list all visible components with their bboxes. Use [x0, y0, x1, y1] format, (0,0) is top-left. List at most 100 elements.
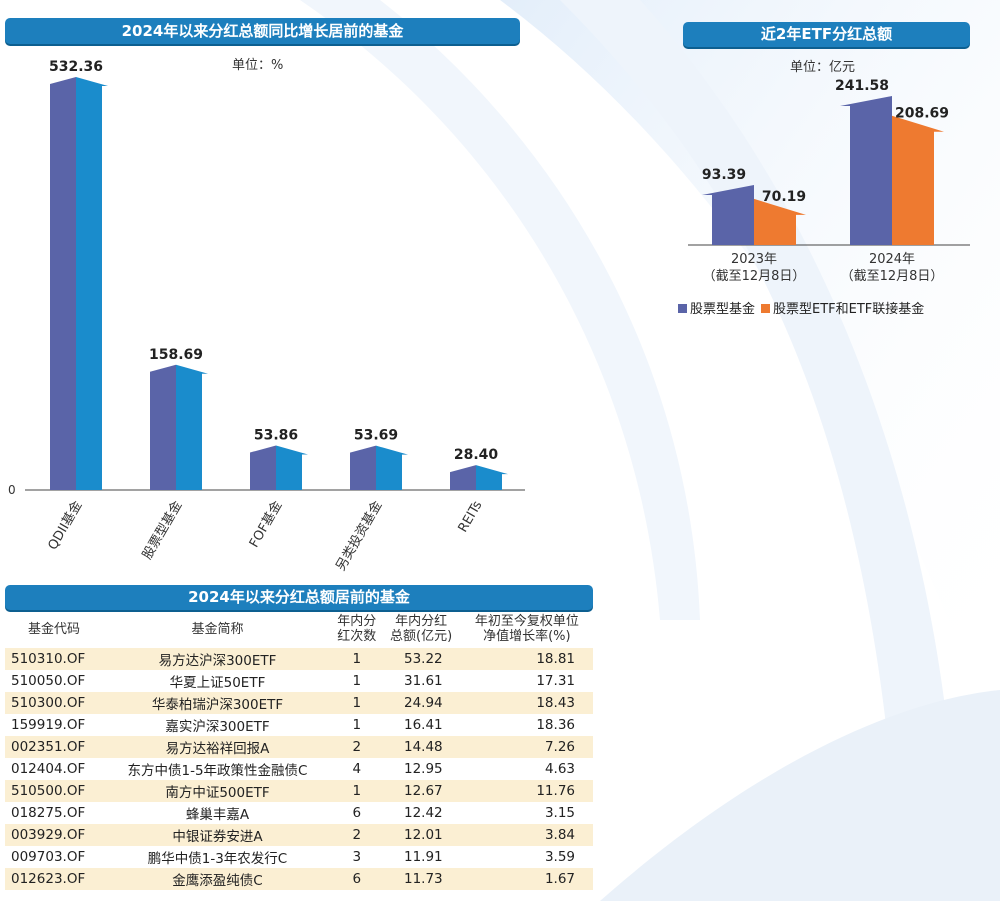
header-line: 基金简称	[191, 621, 244, 637]
left-bar-chart: 0 532.36 QDII基金 158.69 股票型基金 53.86 FOF基金 53.69 另…	[8, 59, 525, 574]
table-header: 基金代码 基金简称 年内分 红次数 年内分红 总额(亿元) 年初至今复权单位 净值增长率(%)	[5, 612, 593, 648]
dividend-count: 1	[331, 648, 382, 670]
dividend-total: 12.42	[404, 805, 443, 821]
fund-name: 中银证券安进A	[103, 824, 332, 846]
header-line: 年内分	[337, 614, 377, 629]
fund-name: 嘉实沪深300ETF	[165, 719, 270, 735]
left-chart-title: 2024年以来分红总额同比增长居前的基金	[5, 18, 520, 44]
fund-name: 蜂巢丰嘉A	[185, 807, 250, 823]
dividend-count: 1	[331, 692, 382, 714]
bar-value-label: 28.40	[454, 447, 499, 463]
bar-right-face	[376, 445, 408, 490]
table-row: 510300.OF 华泰柏瑞沪深300ETF 1 24.94 18.43	[5, 692, 593, 714]
legend-swatch	[761, 304, 771, 313]
legend-label: 股票型ETF和ETF联接基金	[773, 302, 925, 317]
right-chart-title: 近2年ETF分红总额	[683, 22, 970, 47]
dividend-count: 6	[352, 805, 362, 821]
fund-code: 003929.OF	[5, 824, 103, 846]
dividend-count: 2	[331, 824, 382, 846]
category-label: QDII基金	[45, 498, 86, 553]
fund-code: 018275.OF	[11, 805, 86, 821]
header-line: 年内分红	[395, 614, 448, 629]
dividend-count: 6	[331, 868, 382, 890]
fund-name: 金鹰添盈纯债C	[103, 868, 332, 890]
right-bar-chart: 93.39 70.19 2023年 （截至12月8日） 241.58 208.69 2024…	[688, 78, 970, 284]
header-line: 总额(亿元)	[390, 629, 453, 644]
dividend-total: 14.48	[381, 736, 461, 758]
header-line: 红次数	[337, 629, 377, 644]
bar-left-face	[150, 364, 176, 490]
nav-growth: 1.67	[460, 868, 593, 890]
category-label: FOF基金	[246, 498, 285, 550]
category-year: 2023年	[731, 252, 777, 267]
fund-name: 东方中债1-5年政策性金融债C	[127, 763, 308, 779]
column-header: 年内分红 总额(亿元)	[382, 612, 461, 648]
fund-name: 华泰柏瑞沪深300ETF	[103, 692, 332, 714]
fund-code: 510300.OF	[5, 692, 103, 714]
bar-right-face	[276, 445, 308, 490]
bar-value-label: 70.19	[762, 189, 806, 205]
column-header: 年初至今复权单位 净值增长率(%)	[461, 612, 593, 648]
bar-right-face	[76, 77, 108, 490]
nav-growth: 3.59	[544, 849, 575, 865]
dividend-total: 53.22	[381, 648, 461, 670]
dividend-total: 24.94	[381, 692, 461, 714]
table-row: 012404.OF 东方中债1-5年政策性金融债C 4 12.95 4.63	[5, 758, 593, 780]
bar-right-face	[176, 364, 208, 490]
legend-item-etf: 股票型ETF和ETF联接基金	[761, 298, 924, 317]
table-title: 2024年以来分红总额居前的基金	[5, 585, 593, 610]
category-label: 另类投资基金	[333, 498, 386, 574]
column-header: 基金简称	[103, 612, 332, 648]
bar-left-face	[250, 445, 276, 490]
category-note: （截至12月8日）	[841, 269, 944, 284]
fund-name: 南方中证500ETF	[103, 780, 332, 802]
dividend-count: 4	[352, 761, 362, 777]
column-header: 基金代码	[5, 612, 103, 648]
bar-value-label: 53.86	[254, 428, 298, 444]
dividend-count: 1	[352, 717, 362, 733]
dividend-total: 12.67	[381, 780, 461, 802]
category-label: 股票型基金	[139, 498, 185, 562]
dividend-count: 3	[352, 849, 362, 865]
fund-code: 510500.OF	[5, 780, 103, 802]
nav-growth: 18.43	[460, 692, 593, 714]
nav-growth: 18.81	[460, 648, 593, 670]
nav-growth: 4.63	[544, 761, 575, 777]
table-row: 009703.OF 鹏华中债1-3年农发行C 3 11.91 3.59	[5, 846, 593, 868]
header-line: 净值增长率(%)	[483, 629, 571, 644]
dividend-total: 16.41	[404, 717, 443, 733]
bar-value-label: 241.58	[835, 78, 889, 94]
dividend-count: 1	[331, 780, 382, 802]
fund-code: 012623.OF	[5, 868, 103, 890]
header-line: 年初至今复权单位	[474, 614, 579, 629]
nav-growth: 3.84	[460, 824, 593, 846]
bar-left-face	[50, 77, 76, 490]
legend-item-stock: 股票型基金	[678, 298, 755, 317]
legend-label: 股票型基金	[690, 302, 756, 317]
header-line: 基金代码	[27, 621, 80, 637]
right-chart-legend: 股票型基金 股票型ETF和ETF联接基金	[678, 298, 924, 317]
nav-growth: 11.76	[460, 780, 593, 802]
bar-right-face	[476, 465, 508, 490]
legend-swatch	[678, 304, 687, 313]
nav-growth: 3.15	[544, 805, 575, 821]
table-row: 003929.OF 中银证券安进A 2 12.01 3.84	[5, 824, 593, 846]
table-row: 012623.OF 金鹰添盈纯债C 6 11.73 1.67	[5, 868, 593, 890]
fund-name: 易方达沪深300ETF	[103, 648, 332, 670]
nav-growth: 18.36	[536, 717, 575, 733]
bar-left-face	[450, 465, 476, 490]
dividend-total: 31.61	[404, 673, 443, 689]
fund-name: 易方达裕祥回报A	[103, 736, 332, 758]
bar-value-label: 93.39	[702, 167, 746, 183]
fund-name: 华夏上证50ETF	[169, 675, 266, 691]
fund-code: 002351.OF	[5, 736, 103, 758]
category-note: （截至12月8日）	[703, 269, 806, 284]
bar-value-label: 208.69	[895, 106, 949, 122]
bar-etf-fund	[754, 198, 806, 245]
left-chart-unit: 单位：%	[232, 58, 284, 73]
table-row: 510500.OF 南方中证500ETF 1 12.67 11.76	[5, 780, 593, 802]
fund-name: 鹏华中债1-3年农发行C	[147, 851, 288, 867]
bar-stock-fund	[840, 96, 892, 245]
dividend-total: 11.73	[381, 868, 461, 890]
